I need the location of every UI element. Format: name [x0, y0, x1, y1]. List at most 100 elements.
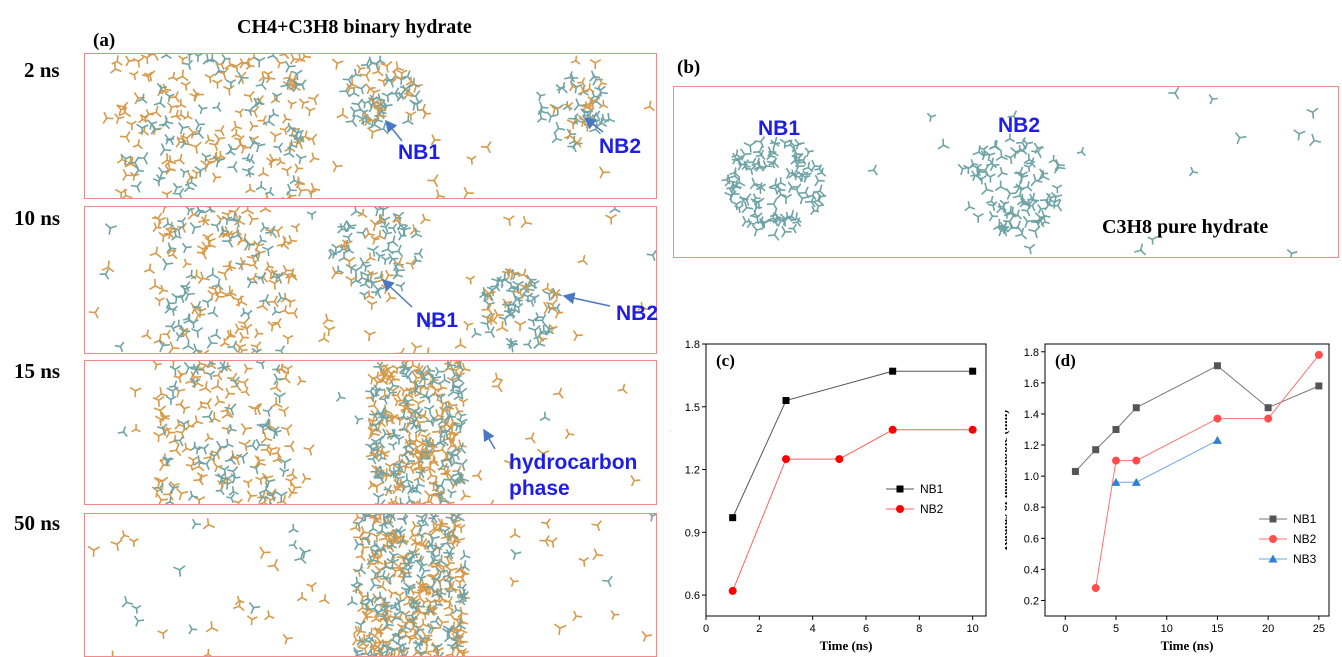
y-tick-label: 0.6 — [1024, 533, 1039, 545]
x-tick-label: 6 — [863, 623, 869, 635]
figure-title: CH4+C3H8 binary hydrate — [237, 16, 472, 38]
x-tick-label: 25 — [1313, 623, 1325, 635]
snapshot-c3h8-molecules — [721, 87, 1322, 257]
arrow-nb1-2ns — [385, 119, 403, 142]
plot-frame — [1044, 343, 1330, 617]
legend-marker-nb2 — [896, 505, 904, 513]
time-label-10ns: 10 ns — [14, 206, 61, 230]
series-line-nb1 — [732, 370, 973, 518]
x-tick-label: 8 — [916, 623, 922, 635]
data-point-nb2 — [728, 586, 737, 595]
y-axis-label: Radius of nanobubble (nm) — [670, 410, 671, 550]
annotation-nb1-10ns: NB1 — [416, 309, 459, 332]
annotation-b-caption: C3H8 pure hydrate — [1102, 216, 1269, 238]
x-axis-label: Time (ns) — [820, 638, 873, 653]
x-tick-label: 5 — [1113, 623, 1119, 635]
y-tick-label: 1.6 — [1024, 378, 1039, 390]
annotation-nb1-2ns: NB1 — [398, 141, 441, 164]
annotation-b-nb2: NB2 — [998, 114, 1041, 137]
annotation-phase: phase — [509, 477, 570, 500]
chart-c: 0 2 4 6 8 10 0.6 0.9 1.2 1.5 1.8 Time (ns) Radius of… — [670, 340, 987, 653]
x-tick-label: 4 — [810, 623, 816, 635]
series-line-nb2 — [1095, 354, 1320, 589]
legend-label-nb1: NB1 — [1293, 512, 1317, 526]
snapshot-15ns — [84, 360, 657, 505]
annotation-nb2-2ns: NB2 — [599, 135, 642, 158]
arrow-nb2-10ns — [562, 292, 611, 307]
data-point-nb2 — [782, 455, 790, 464]
legend-label-nb3: NB3 — [1293, 552, 1317, 566]
snapshot-15ns-molecules — [117, 361, 641, 504]
data-point-nb2 — [1091, 584, 1100, 593]
arrow-nb1-10ns — [381, 278, 413, 308]
molecule-layer — [117, 361, 641, 504]
y-tick-label: 0.6 — [685, 590, 700, 602]
chart-d: 0 5 10 15 20 25 0.2 0.4 0.6 0.8 1.0 1.2 1.4 1.6 1.8 Tim… — [1005, 343, 1330, 653]
arrow-nb2-2ns — [583, 117, 604, 133]
data-point-nb2 — [968, 425, 977, 434]
data-point-nb2 — [1314, 350, 1323, 359]
snapshot-10ns — [84, 206, 657, 354]
data-point-nb1 — [782, 396, 790, 404]
x-tick-label: 10 — [1161, 623, 1173, 635]
series-line-nb1 — [1075, 365, 1320, 472]
panel-label-d: (d) — [1055, 351, 1076, 370]
x-tick-label: 15 — [1211, 623, 1223, 635]
y-tick-label: 1.4 — [1024, 409, 1039, 421]
data-point-nb2 — [1213, 414, 1222, 423]
molecule-layer — [102, 54, 655, 198]
series-line-nb3 — [1116, 439, 1218, 483]
y-tick-label: 1.0 — [1024, 471, 1039, 483]
y-tick-label: 0.2 — [1024, 595, 1039, 607]
y-tick-label: 1.8 — [685, 340, 700, 351]
y-axis-label: Radius of nanobubble (nm) — [1005, 410, 1010, 550]
panel-label-c: (c) — [716, 351, 735, 370]
data-point-nb3 — [1131, 477, 1141, 486]
y-tick-label: 1.2 — [1024, 440, 1039, 452]
snapshot-2ns-molecules — [102, 54, 655, 198]
panel-label-b: (b) — [677, 57, 701, 78]
molecule-layer — [721, 87, 1322, 257]
molecule-layer — [87, 514, 656, 656]
time-label-2ns: 2 ns — [24, 58, 60, 82]
snapshot-50ns-molecules — [87, 514, 656, 656]
data-point-nb1 — [1112, 425, 1120, 433]
data-point-nb2 — [1132, 456, 1141, 465]
x-tick-label: 20 — [1262, 623, 1274, 635]
data-point-nb1 — [1071, 467, 1079, 475]
annotation-b-nb1: NB1 — [758, 117, 801, 140]
panel-label-a: (a) — [93, 30, 116, 51]
data-point-nb1 — [1213, 362, 1221, 370]
y-tick-label: 0.4 — [1024, 564, 1039, 576]
y-tick-label: 1.8 — [1024, 347, 1039, 359]
time-label-15ns: 15 ns — [14, 359, 61, 383]
snapshot-c3h8-pure — [673, 86, 1339, 258]
x-tick-label: 10 — [967, 623, 979, 635]
x-tick-label: 2 — [756, 623, 762, 635]
time-label-50ns: 50 ns — [14, 511, 61, 535]
y-tick-label: 1.5 — [685, 402, 700, 414]
data-point-nb1 — [1132, 404, 1140, 412]
legend-marker-nb1 — [1269, 515, 1277, 523]
data-point-nb3 — [1212, 435, 1222, 444]
x-axis-label: Time (ns) — [1161, 638, 1214, 653]
data-point-nb2 — [1264, 414, 1273, 423]
legend-marker-nb2 — [1269, 535, 1277, 543]
annotation-hydrocarbon: hydrocarbon — [509, 451, 638, 474]
plot-frame — [705, 343, 987, 617]
legend-label-nb2: NB2 — [920, 502, 944, 516]
legend-label-nb1: NB1 — [920, 482, 944, 496]
data-point-nb2 — [835, 455, 844, 464]
data-point-nb1 — [1092, 446, 1100, 454]
data-point-nb2 — [888, 425, 897, 434]
snapshot-2ns — [84, 53, 657, 199]
legend-marker-nb1 — [896, 485, 904, 493]
y-tick-label: 1.2 — [685, 465, 700, 477]
data-point-nb2 — [1112, 456, 1120, 465]
legend-marker-nb3 — [1268, 554, 1278, 563]
data-point-nb3 — [1111, 477, 1121, 486]
data-point-nb1 — [729, 514, 737, 522]
molecule-layer — [88, 207, 656, 353]
data-point-nb1 — [889, 367, 897, 375]
